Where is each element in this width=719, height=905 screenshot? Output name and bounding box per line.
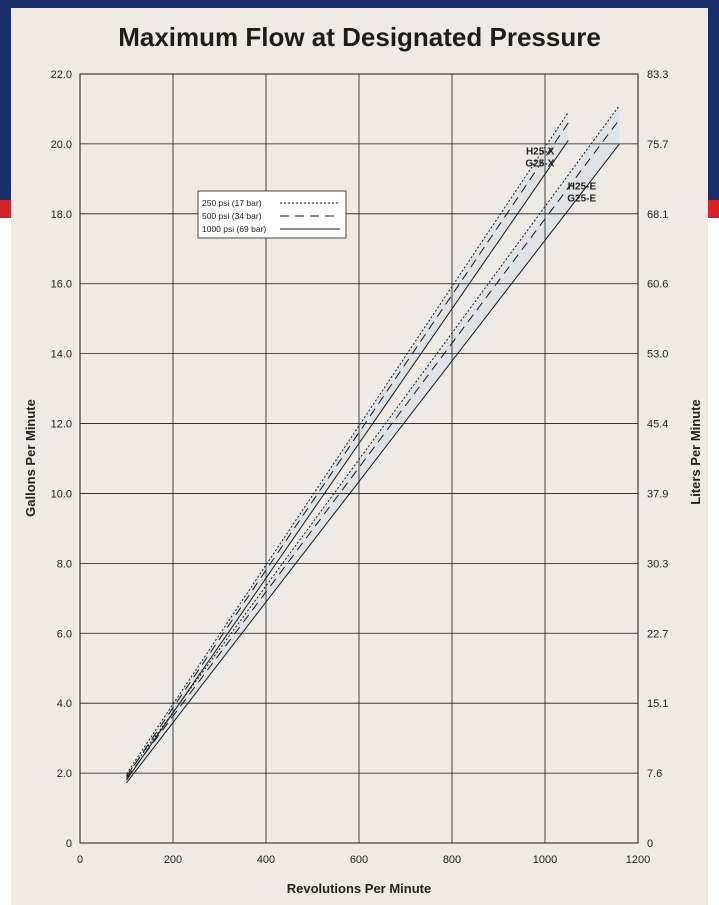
y-tick-labels-right: 0 7.6 15.1 22.7 30.3 37.9 45.4 53.0 60.6 68.1 75.7… xyxy=(647,69,668,850)
x-tick-label: 1200 xyxy=(626,854,650,866)
x-axis-title: Revolutions Per Minute xyxy=(287,881,431,896)
y-tick-label-right: 0 xyxy=(647,838,653,850)
series-line-dashed-group-1 xyxy=(126,122,569,777)
x-tick-label: 400 xyxy=(257,854,275,866)
series-lines xyxy=(126,105,620,784)
y-tick-label-left: 16.0 xyxy=(51,279,72,291)
series-line-solid-group-1 xyxy=(126,140,569,781)
y-tick-label-right: 22.7 xyxy=(647,628,668,640)
y-tick-label-left: 22.0 xyxy=(51,69,72,81)
series-line-solid-group-2 xyxy=(126,143,620,784)
y-tick-label-left: 14.0 xyxy=(51,349,72,361)
y-tick-label-left: 18.0 xyxy=(51,209,72,221)
chart-title: Maximum Flow at Designated Pressure xyxy=(118,22,601,52)
y-axis-title-right: Liters Per Minute xyxy=(688,399,703,504)
y-tick-label-right: 45.4 xyxy=(647,419,668,431)
series-line-dotted-group-1 xyxy=(126,112,569,775)
y-tick-labels-left: 0 2.0 4.0 6.0 8.0 10.0 12.0 14.0 16.0 18.0 20.0 22.… xyxy=(51,69,72,850)
series-label-h25-e: H25-E xyxy=(568,181,597,192)
y-tick-label-left: 8.0 xyxy=(57,558,72,570)
y-tick-label-right: 83.3 xyxy=(647,69,668,81)
y-tick-label-left: 20.0 xyxy=(51,139,72,151)
legend-box xyxy=(197,190,347,239)
series-line-dashed-group-2 xyxy=(126,119,620,779)
y-tick-label-left: 2.0 xyxy=(57,768,72,780)
band-group-1 xyxy=(126,112,569,781)
y-tick-label-left: 6.0 xyxy=(57,628,72,640)
x-tick-label: 1000 xyxy=(533,854,557,866)
series-label-g25-x: G25-X xyxy=(525,158,554,169)
y-tick-label-right: 7.6 xyxy=(647,768,662,780)
x-tick-label: 0 xyxy=(77,854,83,866)
series-label-h25-x: H25-X xyxy=(526,146,555,157)
y-axis-title-left: Gallons Per Minute xyxy=(23,399,38,517)
y-tick-label-left: 0 xyxy=(66,838,72,850)
plot-frame xyxy=(79,73,639,844)
series-line-dotted-group-2 xyxy=(126,105,620,776)
legend-label-250psi: 250 psi (17 bar) xyxy=(202,198,262,208)
legend: 250 psi (17 bar) 500 psi (34 bar) 1000 p… xyxy=(197,190,347,239)
y-tick-label-right: 15.1 xyxy=(647,698,668,710)
x-tick-labels: 0 200 400 600 800 1000 1200 xyxy=(77,854,650,866)
y-tick-label-left: 12.0 xyxy=(51,419,72,431)
y-tick-label-right: 75.7 xyxy=(647,139,668,151)
y-tick-label-right: 68.1 xyxy=(647,209,668,221)
y-tick-label-right: 37.9 xyxy=(647,488,668,500)
x-tick-label: 800 xyxy=(443,854,461,866)
x-tick-label: 600 xyxy=(350,854,368,866)
y-tick-label-right: 60.6 xyxy=(647,279,668,291)
y-tick-label-right: 30.3 xyxy=(647,558,668,570)
legend-label-1000psi: 1000 psi (69 bar) xyxy=(202,224,266,234)
x-tick-label: 200 xyxy=(164,854,182,866)
y-tick-label-right: 53.0 xyxy=(647,349,668,361)
legend-label-500psi: 500 psi (34 bar) xyxy=(202,211,262,221)
y-tick-label-left: 4.0 xyxy=(57,698,72,710)
y-tick-label-left: 10.0 xyxy=(51,488,72,500)
series-label-g25-e: G25-E xyxy=(567,193,596,204)
band-group-2 xyxy=(126,105,620,783)
